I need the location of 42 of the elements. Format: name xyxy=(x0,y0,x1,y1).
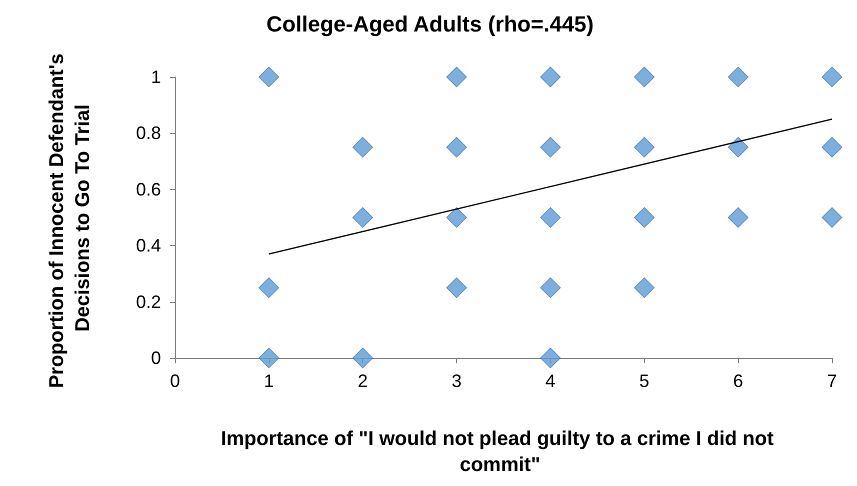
x-tick-label: 7 xyxy=(826,371,838,391)
x-tick-label: 3 xyxy=(452,371,462,391)
point xyxy=(258,348,280,368)
x-tick-label: 5 xyxy=(639,371,650,391)
point xyxy=(446,66,467,88)
chart-title: College-Aged Adults (rho=.445) xyxy=(266,12,594,36)
point xyxy=(258,66,280,88)
point xyxy=(446,136,467,158)
point xyxy=(352,207,374,228)
y-tick-label: 0 xyxy=(150,348,161,368)
point xyxy=(258,277,280,298)
y-tick-label: 0.4 xyxy=(136,236,161,256)
x-tick-label: 0 xyxy=(170,371,180,391)
point xyxy=(728,136,748,158)
point xyxy=(540,277,561,298)
point xyxy=(634,277,655,298)
point xyxy=(352,136,374,158)
x-tick-label: 6 xyxy=(733,371,744,391)
point xyxy=(540,348,561,368)
point xyxy=(540,136,561,158)
x-axis-title: Importance of "I would not plead guilty to a crime I did not commit" xyxy=(220,428,780,476)
point xyxy=(634,66,655,88)
point xyxy=(822,207,842,228)
point xyxy=(540,66,561,88)
point xyxy=(728,66,748,88)
point xyxy=(634,207,655,228)
y-tick-label: 0.2 xyxy=(136,292,161,312)
y-tick-label: 1 xyxy=(150,67,161,87)
y-tick-label: 0.6 xyxy=(136,179,161,200)
point xyxy=(822,66,842,88)
point xyxy=(446,277,467,298)
point xyxy=(634,136,655,158)
point xyxy=(352,348,374,368)
point xyxy=(822,136,842,158)
point xyxy=(540,207,561,228)
point xyxy=(446,207,467,228)
y-tick-label: 0.8 xyxy=(136,123,161,144)
x-tick-label: 1 xyxy=(264,371,274,391)
x-tick-label: 2 xyxy=(358,371,368,391)
x-tick-label: 4 xyxy=(545,371,556,391)
y-axis-title: Proportion of Innocent Defendant's Decisions to Go To Trial xyxy=(46,48,94,388)
point xyxy=(728,207,748,228)
